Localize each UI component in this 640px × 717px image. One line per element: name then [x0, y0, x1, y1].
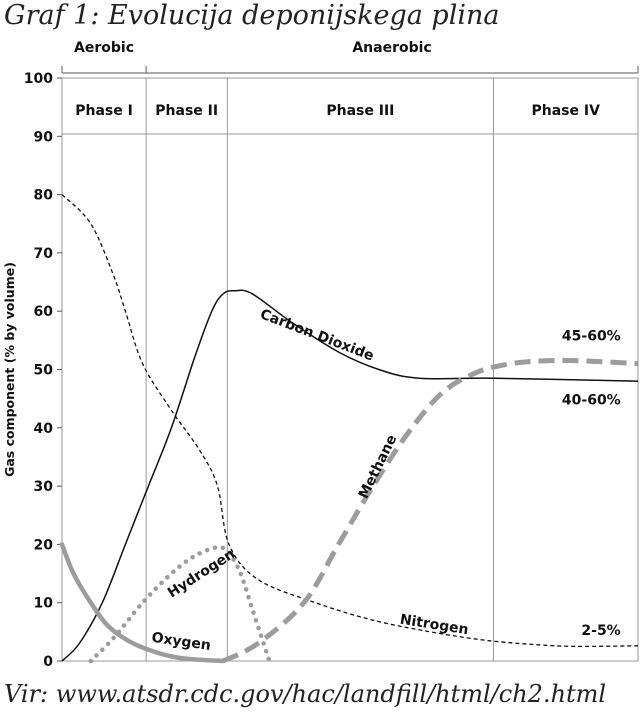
y-tick-label: 80 — [34, 188, 54, 204]
series-line-oxygen — [59, 542, 226, 664]
y-tick-label: 100 — [24, 71, 53, 87]
series-label-nitrogen: Nitrogen — [399, 612, 470, 639]
series-line-hydrogen — [88, 544, 272, 664]
y-tick-label: 70 — [34, 246, 54, 262]
y-tick-label: 10 — [34, 596, 54, 612]
annotation-2-5: 2-5% — [581, 623, 620, 639]
phase-label-phase-iv: Phase IV — [532, 103, 601, 119]
y-tick-label: 40 — [34, 421, 54, 437]
y-tick-label: 50 — [34, 363, 54, 379]
series-label-methane: Methane — [356, 432, 401, 501]
chart-title: Graf 1: Evolucija deponijskega plina — [4, 0, 500, 31]
phase-label-phase-i: Phase I — [75, 103, 133, 119]
plot-frame — [61, 77, 639, 662]
series-label-oxygen: Oxygen — [151, 630, 212, 654]
y-axis-label: Gas component (% by volume) — [2, 262, 17, 477]
series-line-carbon-dioxide — [61, 289, 639, 662]
annotation-45-60: 45-60% — [562, 328, 621, 344]
y-tick-label: 90 — [34, 129, 54, 145]
series-line-nitrogen — [61, 194, 639, 648]
series-line-methane — [222, 357, 639, 664]
series-label-carbon-dioxide: Carbon Dioxide — [258, 306, 376, 364]
y-tick-label: 60 — [34, 304, 54, 320]
phase-label-phase-ii: Phase II — [155, 103, 218, 119]
phase-label-phase-iii: Phase III — [326, 103, 394, 119]
region-label-anaerobic: Anaerobic — [352, 40, 431, 56]
y-tick-label: 30 — [34, 479, 54, 495]
region-label-aerobic: Aerobic — [74, 40, 134, 56]
y-tick-label: 0 — [43, 654, 53, 670]
annotation-40-60: 40-60% — [562, 392, 621, 408]
y-tick-label: 20 — [34, 537, 54, 553]
source-caption: Vir: www.atsdr.cdc.gov/hac/landfill/html… — [4, 680, 607, 708]
